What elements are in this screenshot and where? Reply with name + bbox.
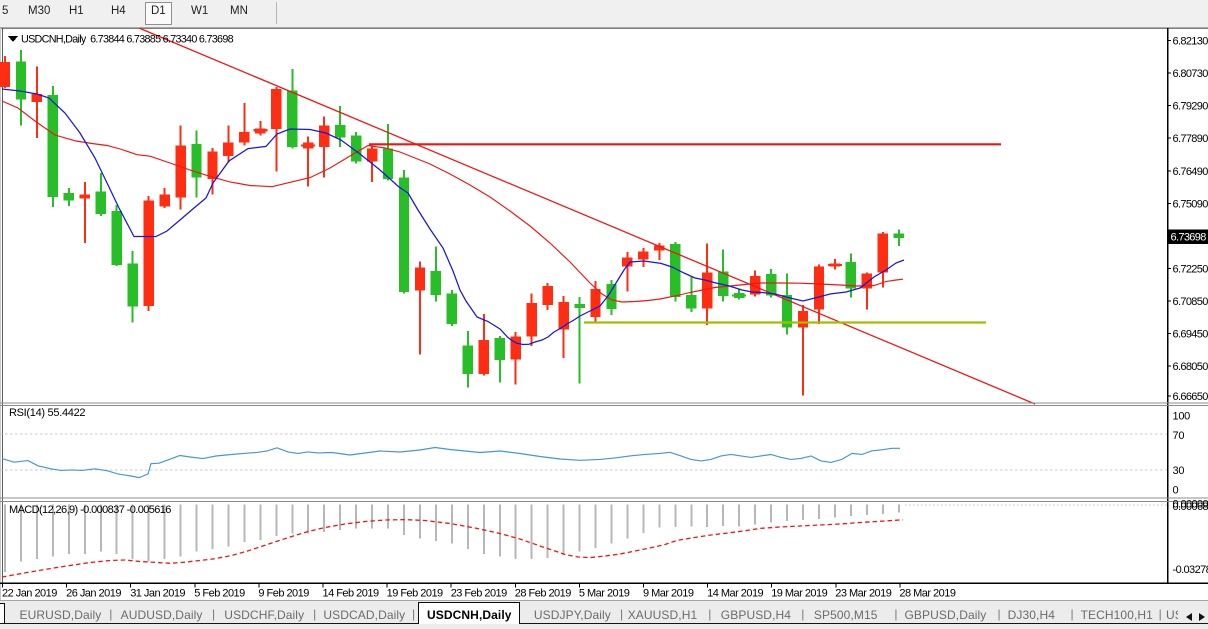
svg-text:30: 30 <box>1173 465 1185 477</box>
svg-text:6.73698: 6.73698 <box>1171 232 1207 244</box>
svg-text:5 Feb 2019: 5 Feb 2019 <box>194 588 245 600</box>
svg-text:0.000684: 0.000684 <box>1173 501 1208 513</box>
svg-text:9 Mar 2019: 9 Mar 2019 <box>643 588 694 600</box>
svg-text:6.72250: 6.72250 <box>1173 264 1208 276</box>
svg-text:28 Feb 2019: 28 Feb 2019 <box>515 588 571 600</box>
svg-text:6.76490: 6.76490 <box>1173 166 1208 178</box>
svg-text:RSI(14) 55.4422: RSI(14) 55.4422 <box>9 407 85 419</box>
svg-text:14 Mar 2019: 14 Mar 2019 <box>707 588 763 600</box>
svg-text:0.00000: 0.00000 <box>1173 499 1208 511</box>
svg-text:MACD(12,26,9) -0.000837 -0.005: MACD(12,26,9) -0.000837 -0.005616 <box>9 504 171 516</box>
svg-text:26 Jan 2019: 26 Jan 2019 <box>66 588 121 600</box>
svg-text:6.79290: 6.79290 <box>1173 101 1208 113</box>
svg-text:9 Feb 2019: 9 Feb 2019 <box>258 588 309 600</box>
svg-text:22 Jan 2019: 22 Jan 2019 <box>2 588 57 600</box>
svg-text:6.75090: 6.75090 <box>1173 198 1208 210</box>
svg-text:6.69450: 6.69450 <box>1173 329 1208 341</box>
svg-text:6.66650: 6.66650 <box>1173 391 1208 403</box>
svg-text:23 Mar 2019: 23 Mar 2019 <box>835 588 891 600</box>
svg-text:100: 100 <box>1173 411 1191 423</box>
svg-text:14 Feb 2019: 14 Feb 2019 <box>323 588 379 600</box>
svg-text:23 Feb 2019: 23 Feb 2019 <box>451 588 507 600</box>
svg-text:70: 70 <box>1173 430 1185 442</box>
svg-text:19 Mar 2019: 19 Mar 2019 <box>771 588 827 600</box>
svg-text:6.70850: 6.70850 <box>1173 296 1208 308</box>
svg-text:6.77890: 6.77890 <box>1173 133 1208 145</box>
svg-text:28 Mar 2019: 28 Mar 2019 <box>899 588 955 600</box>
svg-text:31 Jan 2019: 31 Jan 2019 <box>130 588 185 600</box>
svg-text:-0.03278: -0.03278 <box>1173 564 1208 576</box>
svg-text:6.80730: 6.80730 <box>1173 68 1208 80</box>
svg-text:6.68050: 6.68050 <box>1173 361 1208 373</box>
svg-text:19 Feb 2019: 19 Feb 2019 <box>387 588 443 600</box>
svg-text:5 Mar 2019: 5 Mar 2019 <box>579 588 630 600</box>
svg-text:6.82130: 6.82130 <box>1173 36 1208 48</box>
svg-text:0: 0 <box>1173 485 1179 497</box>
svg-text:USDCNH,Daily 6.73844 6.73885: USDCNH,Daily 6.73844 6.73885 6.73340 6.7… <box>21 34 234 46</box>
